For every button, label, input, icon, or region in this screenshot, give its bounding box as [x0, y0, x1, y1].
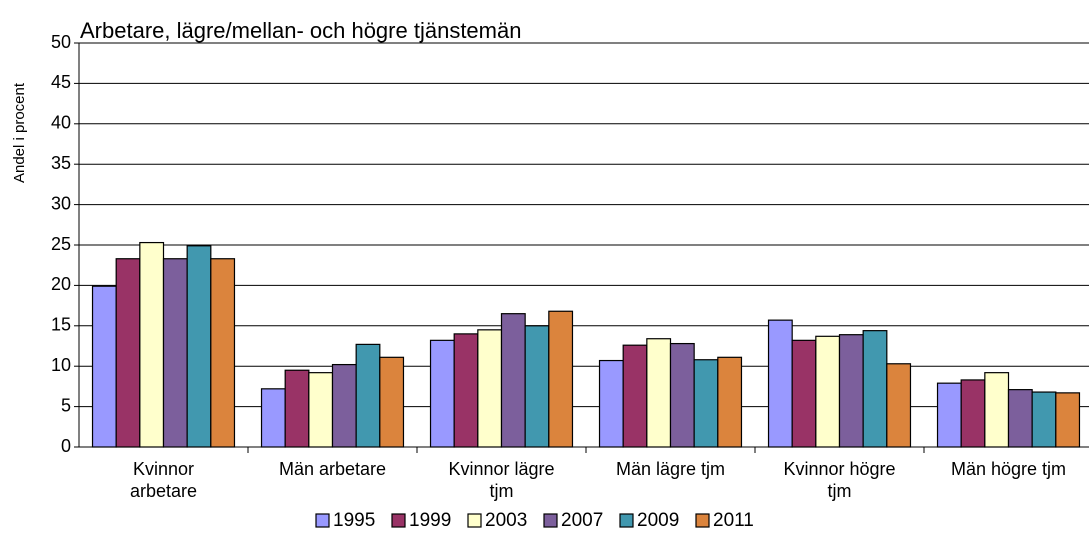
bar [186, 245, 212, 448]
legend-label: 2007 [561, 510, 603, 531]
bar [308, 372, 334, 448]
y-tick-label: 0 [61, 436, 71, 456]
x-tick-label: Män arbetare [278, 459, 387, 479]
bar [646, 338, 672, 448]
bar [284, 369, 310, 448]
legend-label: 1999 [409, 510, 451, 531]
bar [453, 333, 479, 448]
legend-swatch [619, 513, 634, 528]
x-tick-label: Kvinnor lägre tjm [448, 459, 555, 501]
bar [791, 339, 817, 448]
chart-title: Arbetare, lägre/mellan- och högre tjänst… [80, 18, 521, 43]
y-tick-label: 45 [51, 72, 71, 92]
y-tick-label: 10 [51, 355, 71, 375]
y-tick-label: 25 [51, 234, 71, 254]
legend-swatch [543, 513, 558, 528]
x-tick-label: Män högre tjm [950, 459, 1067, 479]
legend-label: 2011 [713, 510, 754, 531]
bar [838, 334, 864, 448]
y-tick-label: 30 [51, 193, 71, 213]
y-tick-label: 40 [51, 113, 71, 133]
bar [260, 388, 286, 448]
bar [598, 359, 624, 448]
legend-swatch [467, 513, 482, 528]
legend-swatch [315, 513, 330, 528]
bar [815, 335, 841, 448]
bar [548, 310, 574, 448]
bar [669, 342, 695, 448]
bar [162, 258, 188, 448]
bar [477, 329, 503, 448]
bar [984, 372, 1010, 448]
bar [379, 356, 405, 448]
bar [355, 343, 381, 448]
bar [622, 344, 648, 448]
bar [500, 313, 526, 448]
x-tick-label: Män lägre tjm [615, 459, 726, 479]
y-tick-label: 5 [61, 395, 71, 415]
x-tick-label: Kvinnor arbetare [129, 459, 198, 501]
x-tick-label: Kvinnor högre tjm [783, 459, 896, 501]
bar [429, 339, 455, 448]
legend-label: 2003 [485, 510, 527, 531]
bar [1055, 392, 1081, 448]
legend-swatch [695, 513, 710, 528]
bar [1007, 389, 1033, 448]
legend-swatch [391, 513, 406, 528]
bar [767, 319, 793, 448]
bar [91, 285, 117, 448]
y-tick-label: 15 [51, 315, 71, 335]
bar [936, 382, 962, 448]
y-axis-label: Andel i procent [11, 82, 28, 183]
bar [331, 363, 357, 448]
bar [115, 258, 141, 448]
bar [524, 325, 550, 448]
bar [862, 330, 888, 448]
bar [693, 359, 719, 448]
bar [960, 379, 986, 448]
y-tick-label: 35 [51, 153, 71, 173]
legend-label: 2009 [637, 510, 679, 531]
bar [886, 363, 912, 448]
legend-label: 1995 [333, 510, 375, 531]
y-tick-label: 20 [51, 274, 71, 294]
bar [1031, 391, 1057, 448]
bar [210, 258, 236, 448]
bar [139, 241, 165, 448]
y-tick-label: 50 [51, 32, 71, 52]
bar [717, 356, 743, 448]
